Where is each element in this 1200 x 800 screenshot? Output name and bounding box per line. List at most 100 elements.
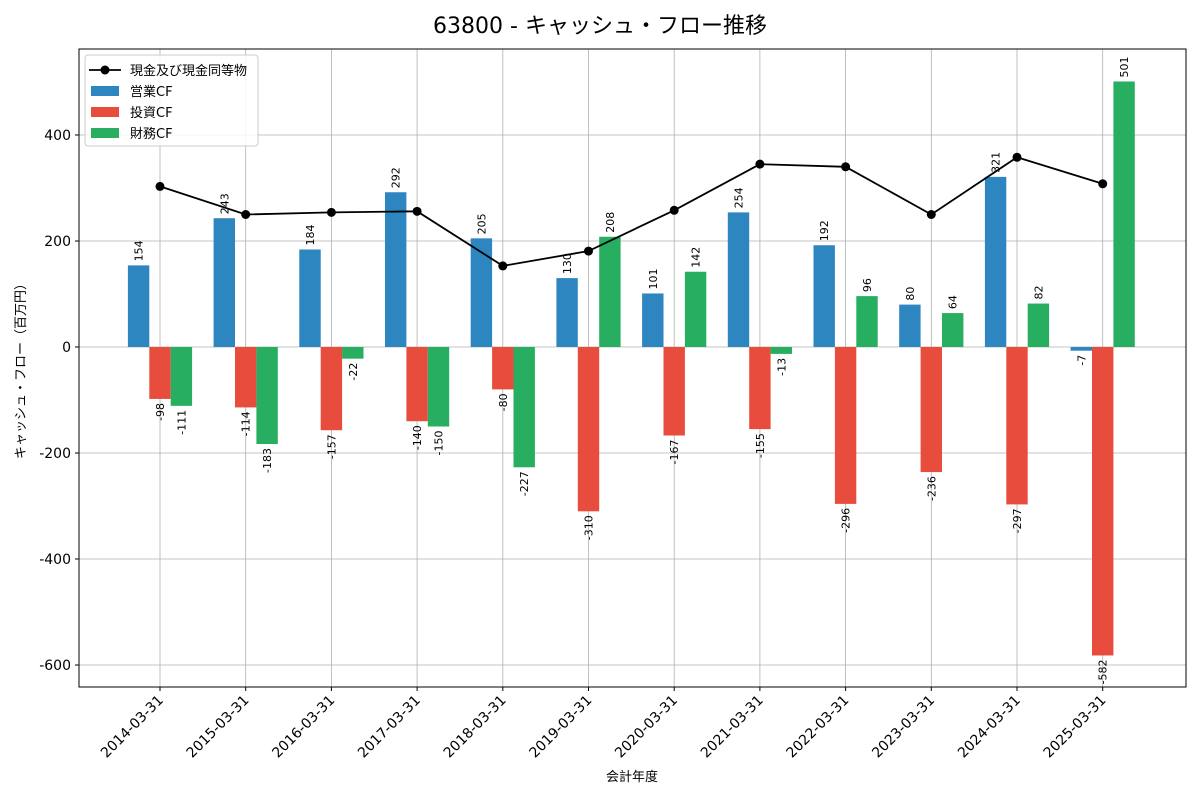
bar-operating: [984, 176, 1007, 347]
x-tick-label: 2022-03-31: [784, 693, 853, 762]
data-label-operating: 101: [647, 268, 660, 289]
plot-frame: [78, 48, 1187, 688]
cash-point: [1098, 179, 1108, 189]
x-ticks-layer: 2014-03-31 2015-03-31 2016-03-31 2017-03-31…: [98, 687, 1110, 761]
data-label-financing: -13: [775, 358, 788, 376]
x-tick-label: 2024-03-31: [955, 693, 1024, 762]
bar-investing: [406, 347, 428, 422]
x-tick-label: 2019-03-31: [526, 693, 595, 762]
bar-financing: [942, 313, 964, 347]
bar-financing: [1113, 81, 1135, 347]
bar-operating: [727, 212, 750, 347]
data-label-investing: -310: [583, 515, 596, 540]
data-label-financing: 96: [861, 278, 874, 292]
bar-financing: [599, 236, 621, 347]
data-label-operating: 254: [733, 187, 746, 208]
data-label-financing: 142: [690, 247, 703, 268]
bar-investing: [235, 347, 257, 408]
bar-investing: [749, 347, 771, 430]
y-ticks-layer: 400 200 0 -200 -400 -600: [39, 128, 79, 674]
y-tick-label: -600: [39, 658, 71, 674]
bar-financing: [684, 271, 707, 347]
data-label-financing: -150: [433, 431, 446, 456]
data-label-operating: 154: [133, 240, 146, 261]
bar-investing: [320, 347, 343, 431]
data-label-investing: -582: [1097, 659, 1110, 684]
cash-point: [412, 206, 422, 216]
y-tick-label: 400: [44, 128, 71, 144]
bar-financing: [1027, 303, 1050, 347]
bars-layer: [127, 81, 1135, 656]
chart-title: 63800 - キャッシュ・フロー推移: [433, 14, 767, 39]
legend-box: [84, 54, 259, 147]
bar-financing: [513, 347, 535, 468]
x-tick-label: 2017-03-31: [355, 693, 424, 762]
bar-financing: [170, 347, 193, 406]
data-label-investing: -296: [840, 508, 853, 533]
x-tick-label: 2025-03-31: [1041, 693, 1110, 762]
x-tick-label: 2014-03-31: [98, 693, 167, 762]
x-tick-label: 2016-03-31: [269, 693, 338, 762]
data-label-operating: 192: [818, 220, 831, 241]
cash-point: [669, 205, 679, 215]
data-label-operating: 243: [218, 193, 231, 214]
bar-financing: [342, 347, 364, 359]
data-label-operating: 205: [475, 213, 488, 234]
bar-investing: [663, 347, 685, 436]
bar-operating: [899, 304, 921, 347]
bar-investing: [1006, 347, 1028, 505]
bar-investing: [834, 347, 857, 504]
data-label-financing: 208: [604, 212, 617, 233]
cash-point: [926, 210, 936, 219]
x-tick-label: 2020-03-31: [612, 693, 681, 762]
data-label-operating: 80: [904, 287, 917, 301]
legend-label-investing: 投資CF: [130, 105, 173, 121]
y-axis-label: キャッシュ・フロー（百万円）: [14, 277, 29, 459]
bar-operating: [1070, 347, 1092, 351]
bar-financing: [770, 347, 792, 354]
y-tick-label: -400: [39, 552, 71, 568]
legend-swatch-financing: [91, 128, 119, 138]
cash-point: [326, 207, 336, 217]
bar-operating: [642, 293, 664, 347]
data-label-operating: -7: [1075, 355, 1088, 366]
data-label-investing: -157: [325, 434, 338, 459]
bar-operating: [470, 238, 493, 347]
data-label-operating: 292: [390, 167, 403, 188]
data-label-investing: -114: [240, 411, 253, 436]
bar-investing: [149, 347, 171, 399]
x-tick-label: 2023-03-31: [869, 693, 938, 762]
y-tick-label: 0: [62, 340, 71, 356]
bar-investing: [1092, 347, 1114, 656]
bar-operating: [556, 278, 578, 347]
legend-label-cash: 現金及び現金同等物: [130, 63, 247, 79]
data-label-investing: -236: [925, 476, 938, 501]
bar-financing: [256, 347, 278, 444]
cash-point: [155, 181, 165, 191]
data-label-financing: 82: [1032, 286, 1045, 300]
data-label-operating: 321: [990, 152, 1003, 173]
bar-investing: [577, 347, 600, 512]
line-layer: [155, 152, 1108, 271]
data-label-financing: 64: [947, 295, 960, 309]
legend-swatch-operating: [91, 86, 119, 96]
bar-financing: [856, 296, 878, 347]
bar-operating: [127, 265, 150, 347]
data-label-financing: -227: [518, 471, 531, 496]
data-label-investing: -155: [754, 433, 767, 458]
bar-operating: [813, 245, 835, 347]
legend: 現金及び現金同等物 営業CF 投資CF 財務CF: [84, 54, 259, 147]
bar-operating: [299, 249, 321, 347]
data-label-investing: -98: [154, 403, 167, 421]
x-tick-label: 2018-03-31: [441, 693, 510, 762]
bar-operating: [385, 192, 407, 347]
data-label-operating: 184: [304, 224, 317, 245]
bar-investing: [920, 347, 942, 473]
cash-point: [1012, 152, 1022, 162]
data-label-investing: -140: [411, 425, 424, 450]
cash-point: [241, 210, 251, 219]
x-tick-label: 2015-03-31: [184, 693, 253, 762]
data-label-financing: 501: [1118, 56, 1131, 77]
data-label-investing: -167: [668, 440, 681, 465]
